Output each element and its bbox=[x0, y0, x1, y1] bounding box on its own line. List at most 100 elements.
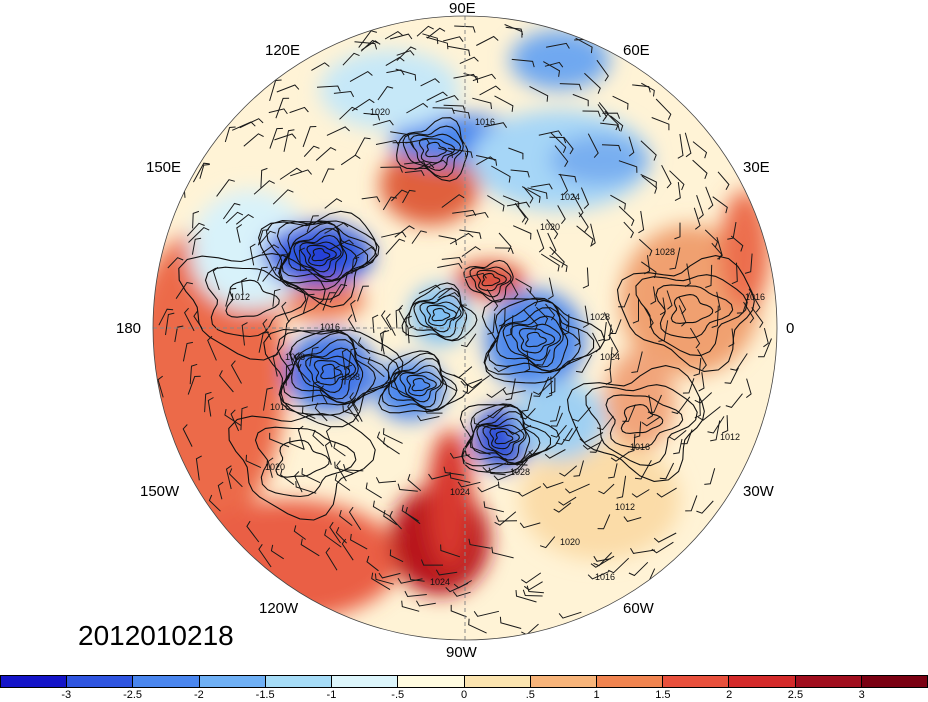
wind-barb bbox=[366, 555, 379, 572]
wind-barb bbox=[517, 486, 542, 497]
wind-barb bbox=[587, 570, 610, 580]
wind-barb bbox=[603, 324, 612, 342]
wind-barb bbox=[363, 112, 381, 121]
wind-barb bbox=[270, 544, 284, 560]
wind-barb bbox=[515, 278, 532, 294]
wind-barb bbox=[712, 196, 728, 214]
wind-barb bbox=[623, 516, 642, 522]
wind-barb bbox=[385, 238, 406, 255]
wind-barb bbox=[604, 110, 619, 131]
colorbar-tick-label: -.5 bbox=[391, 689, 405, 701]
wind-barb bbox=[217, 481, 224, 500]
wind-barb bbox=[281, 301, 290, 323]
wind-barb bbox=[697, 348, 707, 371]
pressure-contour bbox=[418, 137, 456, 164]
wind-barb bbox=[262, 266, 280, 282]
wind-barb bbox=[558, 174, 577, 183]
wind-barb bbox=[486, 288, 499, 312]
pressure-contour bbox=[482, 424, 525, 456]
pressure-contour bbox=[228, 413, 376, 521]
lon-label-150e: 150E bbox=[146, 159, 182, 176]
wind-barb bbox=[230, 360, 242, 384]
pressure-contour bbox=[425, 141, 447, 158]
wind-barb bbox=[692, 159, 708, 179]
wind-barb bbox=[512, 225, 532, 240]
wind-barb bbox=[239, 118, 264, 129]
wind-barb bbox=[578, 212, 589, 233]
wind-barb bbox=[716, 237, 723, 260]
wind-barb bbox=[394, 225, 415, 238]
wind-barb bbox=[453, 73, 478, 80]
wind-barb bbox=[530, 183, 553, 190]
wind-barb bbox=[230, 409, 240, 432]
wind-barb bbox=[725, 393, 743, 408]
colorbar-tick-label: 3 bbox=[858, 689, 865, 701]
wind-barb bbox=[301, 406, 316, 420]
wind-barb bbox=[428, 473, 451, 480]
wind-barb bbox=[633, 421, 642, 439]
wind-barb bbox=[347, 314, 357, 333]
wind-barb bbox=[693, 207, 701, 230]
wind-barb bbox=[641, 261, 657, 279]
wind-barb bbox=[707, 416, 725, 434]
wind-barb bbox=[514, 202, 527, 223]
wind-barb bbox=[550, 412, 563, 427]
wind-barb bbox=[546, 376, 553, 398]
contour-label: 1028 bbox=[590, 312, 610, 322]
wind-barb bbox=[628, 434, 636, 453]
contour-label: 1016 bbox=[745, 292, 765, 302]
wind-barb bbox=[502, 389, 526, 395]
wind-barb bbox=[195, 455, 202, 481]
wind-barb bbox=[401, 600, 420, 612]
wind-barb bbox=[333, 441, 346, 457]
pressure-contour bbox=[481, 272, 501, 287]
wind-barb bbox=[498, 232, 512, 253]
wind-barb bbox=[315, 147, 337, 161]
wind-barb bbox=[572, 406, 592, 422]
colorbar-tick-label: -2 bbox=[193, 689, 204, 701]
wind-barb bbox=[293, 525, 306, 540]
wind-barb bbox=[312, 429, 325, 447]
wind-barb bbox=[559, 465, 578, 477]
wind-barb bbox=[241, 322, 248, 346]
wind-barb bbox=[504, 24, 523, 38]
wind-barb bbox=[279, 167, 303, 180]
wind-barb bbox=[472, 73, 496, 82]
wind-barb bbox=[240, 406, 248, 431]
wind-barb bbox=[575, 354, 593, 373]
wind-barb bbox=[199, 164, 210, 179]
wind-barb bbox=[449, 472, 471, 483]
wind-barb bbox=[608, 463, 618, 479]
wind-barb bbox=[521, 392, 533, 412]
wind-barb bbox=[321, 168, 335, 183]
wind-barb bbox=[632, 299, 639, 324]
wind-barb bbox=[397, 577, 423, 584]
wind-barb bbox=[547, 232, 557, 256]
lon-label-90e: 90E bbox=[449, 0, 476, 17]
wind-barb bbox=[641, 175, 658, 194]
wind-barbs bbox=[157, 24, 772, 636]
wind-barb bbox=[527, 187, 548, 200]
pressure-contour bbox=[393, 364, 444, 408]
wind-barb bbox=[609, 319, 622, 334]
wind-barb bbox=[506, 201, 531, 208]
wind-barb bbox=[414, 162, 435, 171]
wind-barb bbox=[208, 494, 221, 512]
wind-barb bbox=[547, 277, 554, 300]
wind-barb bbox=[618, 205, 635, 226]
wind-barb bbox=[465, 211, 489, 218]
wind-barb bbox=[658, 320, 669, 342]
wind-barb bbox=[283, 129, 295, 152]
colorbar-swatch bbox=[66, 676, 133, 687]
wind-barb bbox=[420, 78, 440, 87]
wind-barb bbox=[383, 510, 398, 526]
wind-barb bbox=[509, 279, 519, 300]
colorbar-swatch bbox=[794, 676, 861, 687]
wind-barb bbox=[380, 166, 403, 173]
wind-barb bbox=[539, 536, 556, 549]
wind-barb bbox=[659, 462, 675, 480]
pressure-contour bbox=[293, 234, 344, 278]
wind-barb bbox=[385, 313, 396, 336]
wind-barb bbox=[303, 145, 320, 157]
contour-label: 1016 bbox=[595, 572, 615, 582]
